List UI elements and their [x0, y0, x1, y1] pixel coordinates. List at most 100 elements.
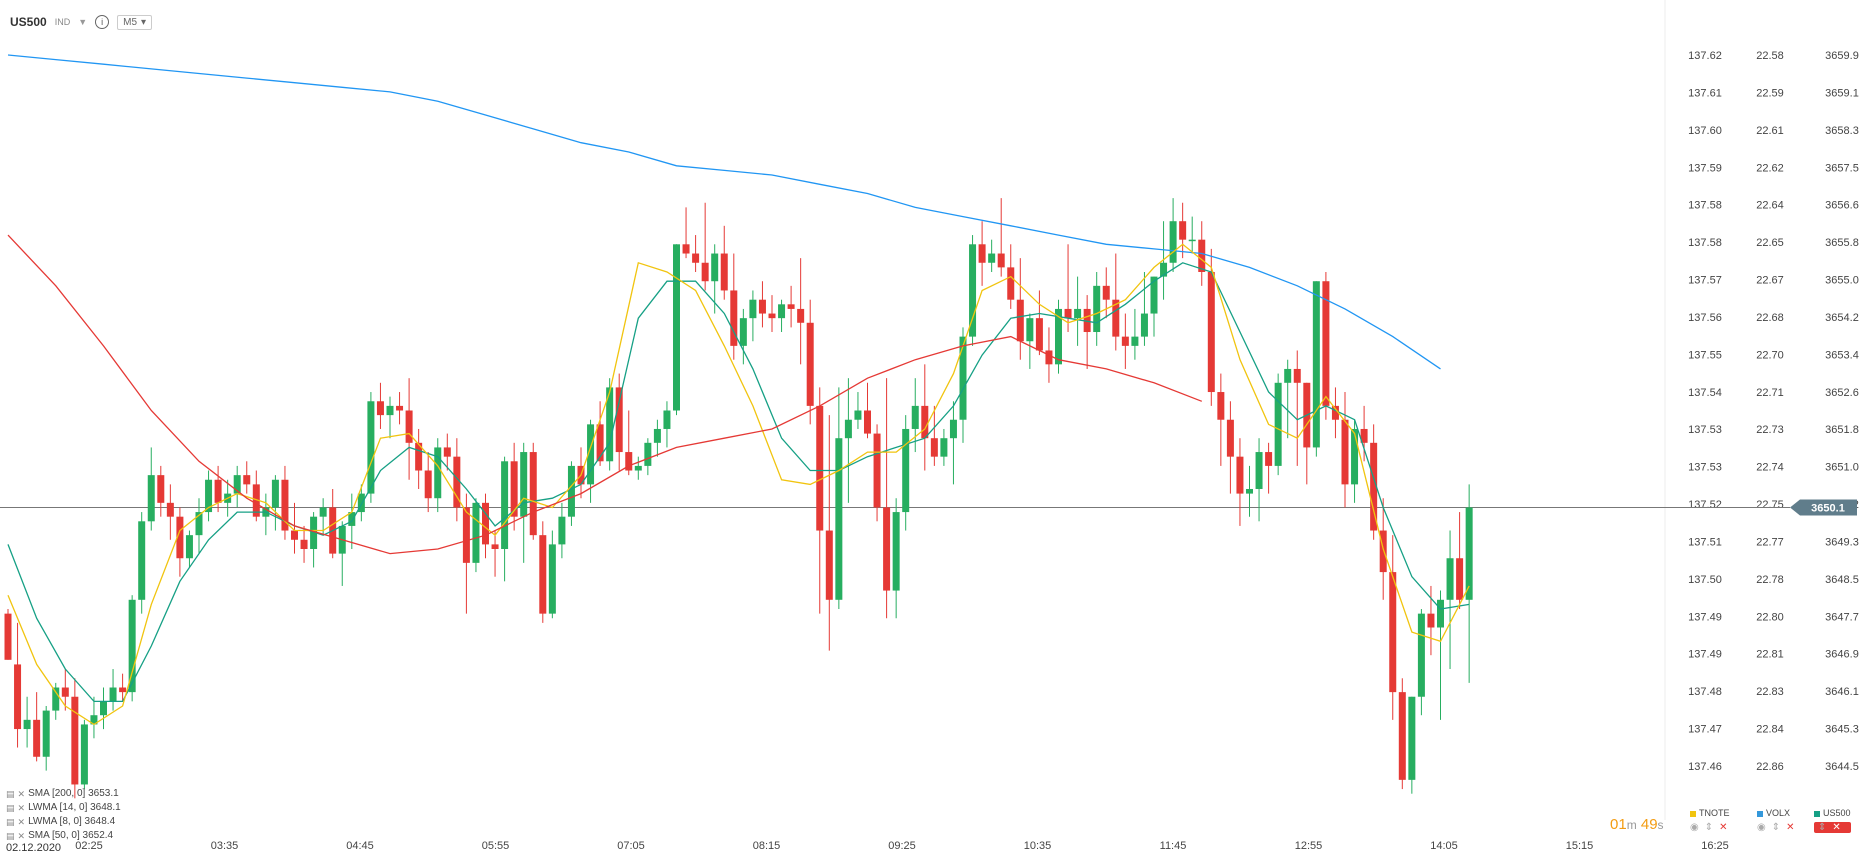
y-tick-label: 3659.1 — [1825, 87, 1859, 99]
instrument-volx[interactable]: VOLX ◉ ⇕ ✕ — [1757, 808, 1795, 833]
candle — [1331, 387, 1339, 439]
color-swatch — [1757, 810, 1763, 817]
candle-body — [835, 438, 843, 600]
candle-body — [1379, 530, 1387, 573]
settings-icon[interactable]: ▤ — [6, 803, 15, 813]
candle — [778, 299, 786, 333]
info-icon[interactable]: i — [95, 15, 110, 29]
candle-body — [844, 419, 852, 439]
candle — [816, 387, 824, 614]
legend-item[interactable]: ▤ ✕ LWMA [8, 0] 3648.4 — [6, 815, 121, 829]
candle — [720, 225, 728, 300]
candle-body — [1169, 221, 1177, 263]
instrument-us500[interactable]: US500 ⇕ ✕ — [1814, 808, 1851, 833]
legend-item[interactable]: ▤ ✕ SMA [50, 0] 3652.4 — [6, 829, 121, 843]
candle-body — [501, 461, 509, 550]
candle-body — [587, 424, 595, 485]
candle-body — [883, 507, 891, 591]
start-date-label: 02.12.2020 — [6, 842, 62, 854]
x-tick-label: 11:45 — [1160, 840, 1187, 852]
legend-item[interactable]: ▤ ✕ LWMA [14, 0] 3648.1 — [6, 801, 121, 815]
eye-icon[interactable]: ◉ — [1757, 822, 1766, 833]
close-icon[interactable]: ✕ — [1719, 822, 1728, 833]
sort-icon[interactable]: ⇕ — [1771, 822, 1781, 833]
instrument-tnote[interactable]: TNOTE ◉ ⇕ ✕ — [1690, 808, 1730, 833]
y-tick-label: 22.58 — [1756, 50, 1784, 62]
close-icon[interactable]: ✕ — [17, 831, 26, 841]
candle — [1016, 258, 1024, 360]
indicator-line — [7, 243, 1470, 726]
candle — [902, 415, 910, 531]
timeframe-select[interactable]: M5 ▾ — [117, 14, 153, 30]
instrument-type-badge: IND — [54, 17, 71, 27]
close-icon[interactable]: ✕ — [17, 789, 26, 799]
candle-body — [434, 447, 442, 499]
chevron-down-icon[interactable]: ▼ — [78, 17, 88, 27]
candle — [1360, 405, 1368, 462]
candle-body — [606, 387, 614, 462]
candle-body — [185, 535, 193, 559]
y-tick-label: 22.77 — [1756, 536, 1784, 548]
candle-body — [510, 461, 518, 517]
candle — [825, 415, 833, 651]
candle-body — [864, 410, 871, 434]
candle-body — [166, 502, 174, 517]
sort-icon[interactable]: ⇕ — [1704, 822, 1714, 833]
close-icon[interactable]: ✕ — [1832, 822, 1841, 833]
y-tick-label: 3645.3 — [1825, 724, 1859, 736]
y-tick-label: 137.56 — [1688, 312, 1722, 324]
candle — [969, 235, 977, 346]
candle-body — [119, 687, 127, 693]
y-tick-label: 137.50 — [1688, 574, 1722, 586]
candle — [462, 493, 470, 614]
legend-item[interactable]: ▤ ✕ SMA [200, 0] 3653.1 — [6, 787, 121, 801]
close-icon[interactable]: ✕ — [1786, 822, 1795, 833]
close-icon[interactable]: ✕ — [17, 803, 26, 813]
candle — [138, 512, 146, 614]
close-icon[interactable]: ✕ — [17, 817, 26, 827]
y-tick-label: 3648.5 — [1825, 574, 1859, 586]
candle-body — [1007, 267, 1015, 300]
candle-countdown: 01m 49s — [1610, 816, 1664, 833]
candle — [1265, 442, 1273, 494]
legend-label: SMA [200, 0] 3653.1 — [28, 788, 119, 799]
candle — [1026, 313, 1034, 369]
candle-body — [1246, 488, 1253, 494]
candle-body — [816, 405, 824, 531]
candle — [682, 207, 690, 259]
candle — [1102, 267, 1110, 319]
x-tick-label: 15:15 — [1566, 840, 1594, 852]
y-tick-label: 22.71 — [1756, 387, 1784, 399]
eye-icon[interactable]: ◉ — [1690, 822, 1699, 833]
symbol-label[interactable]: US500 — [10, 15, 47, 29]
settings-icon[interactable]: ▤ — [6, 817, 15, 827]
settings-icon[interactable]: ▤ — [6, 831, 15, 841]
candle-body — [644, 442, 652, 466]
sort-icon[interactable]: ⇕ — [1818, 822, 1827, 833]
candle-body — [1016, 299, 1024, 342]
candle-body — [1427, 613, 1435, 628]
candle-body — [749, 299, 757, 319]
x-tick-label: 05:55 — [482, 840, 510, 852]
candle — [1370, 424, 1378, 540]
candle-body — [969, 244, 977, 337]
candle — [1169, 198, 1177, 272]
candle — [1465, 484, 1473, 683]
candle-body — [1179, 221, 1187, 240]
candle-body — [367, 401, 375, 494]
candle — [873, 424, 881, 522]
timeframe-value: M5 — [123, 16, 138, 28]
candle — [71, 678, 79, 799]
candle-body — [548, 544, 556, 614]
candle-body — [682, 244, 690, 254]
candle-body — [1417, 613, 1425, 697]
candle-body — [787, 304, 795, 309]
candle-body — [1112, 299, 1120, 337]
candle — [892, 498, 900, 619]
settings-icon[interactable]: ▤ — [6, 789, 15, 799]
y-tick-label: 3653.4 — [1825, 349, 1859, 361]
candle — [1207, 248, 1215, 406]
x-tick-label: 03:35 — [211, 840, 239, 852]
candle — [424, 452, 432, 513]
